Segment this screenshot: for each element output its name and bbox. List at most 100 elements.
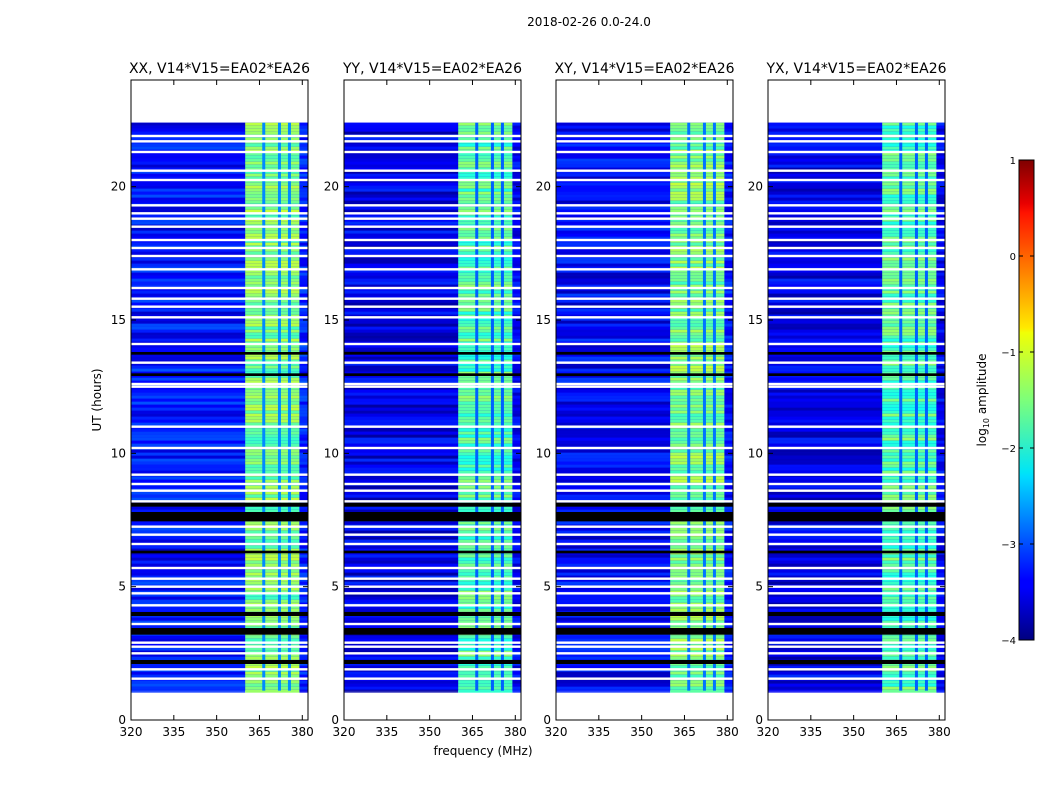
heatmap-row: [768, 620, 883, 624]
heatmap-band-row: [245, 380, 300, 384]
flagged-dark: [344, 550, 521, 554]
heatmap-row: [299, 485, 308, 489]
heatmap-row: [344, 359, 459, 363]
heatmap-row: [724, 158, 733, 162]
heatmap-band-row: [245, 338, 300, 342]
flagged-row: [131, 286, 308, 290]
colorbar-tick-label: −2: [1001, 444, 1016, 455]
heatmap-band-row: [245, 194, 300, 198]
heatmap-row: [936, 302, 945, 306]
heatmap-row: [512, 581, 521, 585]
y-tick-label: 20: [748, 180, 763, 194]
heatmap-band-row: [245, 563, 300, 567]
heatmap-row: [512, 194, 521, 198]
heatmap-band-row: [458, 614, 513, 618]
heatmap-row: [724, 218, 733, 222]
heatmap-row: [512, 575, 521, 579]
heatmap-row: [556, 404, 671, 408]
heatmap-band-row: [245, 671, 300, 675]
heatmap-row: [344, 389, 459, 393]
x-tick-label: 380: [716, 725, 739, 739]
flagged-row: [768, 286, 945, 290]
heatmap-row: [724, 647, 733, 651]
heatmap-row: [299, 428, 308, 432]
heatmap-band-row: [670, 431, 725, 435]
heatmap-band-row: [882, 317, 937, 321]
heatmap-band-row: [670, 272, 725, 276]
flagged-row: [556, 382, 733, 386]
heatmap-band-row: [670, 395, 725, 399]
heatmap-band-row: [245, 161, 300, 165]
heatmap-row: [936, 122, 945, 126]
heatmap-row: [556, 143, 671, 147]
heatmap-row: [512, 242, 521, 246]
heatmap-row: [299, 638, 308, 642]
flagged-row: [131, 238, 308, 242]
heatmap-row: [344, 131, 459, 135]
heatmap-row: [299, 188, 308, 192]
heatmap-band-row: [670, 257, 725, 261]
heatmap-band-row: [245, 434, 300, 438]
heatmap-row: [299, 440, 308, 444]
heatmap-row: [344, 605, 459, 609]
heatmap-row: [131, 440, 246, 444]
heatmap-row: [556, 401, 671, 405]
flagged-row: [131, 217, 308, 220]
heatmap-band-row: [245, 680, 300, 684]
heatmap-row: [936, 371, 945, 375]
heatmap-row: [131, 578, 246, 582]
heatmap-band-row: [882, 398, 937, 402]
heatmap-band-row: [245, 152, 300, 156]
heatmap-band-row: [882, 347, 937, 351]
flagged-row: [768, 622, 945, 626]
heatmap-row: [936, 545, 945, 549]
heatmap-band-row: [882, 299, 937, 303]
heatmap-row: [512, 152, 521, 156]
heatmap-row: [768, 326, 883, 330]
heatmap-band-row: [245, 554, 300, 558]
heatmap-band-row: [245, 653, 300, 657]
heatmap-band-row: [670, 527, 725, 531]
heatmap-row: [768, 413, 883, 417]
heatmap-row: [299, 359, 308, 363]
heatmap-row: [936, 230, 945, 234]
heatmap-row: [512, 392, 521, 396]
heatmap-band-row: [245, 431, 300, 435]
heatmap-row: [512, 386, 521, 390]
heatmap-row: [936, 587, 945, 591]
heatmap-row: [344, 674, 459, 678]
heatmap-row: [724, 419, 733, 423]
heatmap-band-row: [882, 485, 937, 489]
heatmap-row: [344, 290, 459, 294]
heatmap-row: [936, 620, 945, 624]
heatmap-row: [512, 464, 521, 468]
heatmap-row: [131, 365, 246, 369]
heatmap-row: [768, 614, 883, 618]
heatmap-row: [724, 188, 733, 192]
heatmap-band-row: [458, 365, 513, 369]
heatmap-row: [768, 311, 883, 315]
heatmap-band-row: [458, 680, 513, 684]
heatmap-row: [724, 674, 733, 678]
heatmap-band-row: [882, 479, 937, 483]
heatmap-band-row: [245, 422, 300, 426]
heatmap-band-row: [670, 392, 725, 396]
heatmap-band-row: [670, 407, 725, 411]
heatmap-row: [512, 311, 521, 315]
heatmap-band-row: [670, 506, 725, 510]
heatmap-row: [344, 437, 459, 441]
heatmap-row: [556, 386, 671, 390]
heatmap-band-row: [245, 413, 300, 417]
heatmap-row: [299, 674, 308, 678]
heatmap-row: [556, 458, 671, 462]
heatmap-band-row: [458, 464, 513, 468]
heatmap-row: [131, 635, 246, 639]
heatmap-row: [768, 164, 883, 168]
flagged-row: [556, 604, 733, 607]
heatmap-band-row: [670, 689, 725, 693]
heatmap-band-row: [882, 593, 937, 597]
heatmap-row: [512, 521, 521, 525]
flagged-row: [131, 361, 308, 364]
heatmap-band-row: [245, 251, 300, 255]
heatmap-band-row: [882, 470, 937, 474]
